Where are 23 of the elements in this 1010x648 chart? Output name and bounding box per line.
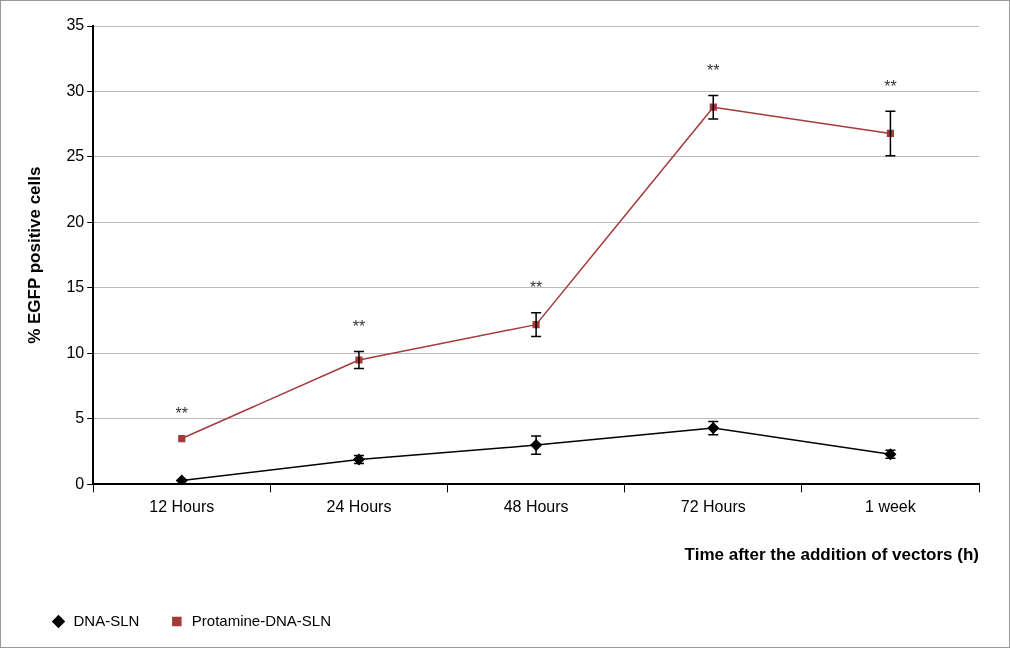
y-tick-label: 15: [66, 278, 85, 296]
y-axis-title: % EGFP positive cells: [24, 166, 44, 344]
legend-label: DNA-SLN: [73, 611, 140, 629]
y-tick-label: 5: [75, 409, 85, 427]
x-tick-label: 48 Hours: [503, 498, 569, 516]
x-tick-label: 12 Hours: [149, 498, 215, 516]
y-tick-label: 10: [66, 343, 85, 361]
legend-label: Protamine-DNA-SLN: [191, 611, 332, 629]
x-axis-title: Time after the addition of vectors (h): [684, 545, 979, 565]
annotation: **: [352, 317, 366, 335]
annotation: **: [529, 279, 543, 297]
annotation: **: [707, 61, 720, 79]
annotation: **: [175, 404, 188, 422]
y-tick-label: 0: [75, 474, 85, 492]
annotation: **: [884, 77, 897, 95]
y-tick-label: 20: [66, 212, 85, 230]
y-tick-label: 30: [66, 81, 85, 99]
y-tick-label: 25: [66, 147, 85, 165]
x-tick-label: 24 Hours: [326, 498, 392, 516]
x-tick-label: 72 Hours: [680, 498, 746, 516]
point: [178, 434, 186, 443]
x-tick-label: 1 week: [865, 498, 917, 516]
y-tick-label: 35: [66, 16, 85, 34]
